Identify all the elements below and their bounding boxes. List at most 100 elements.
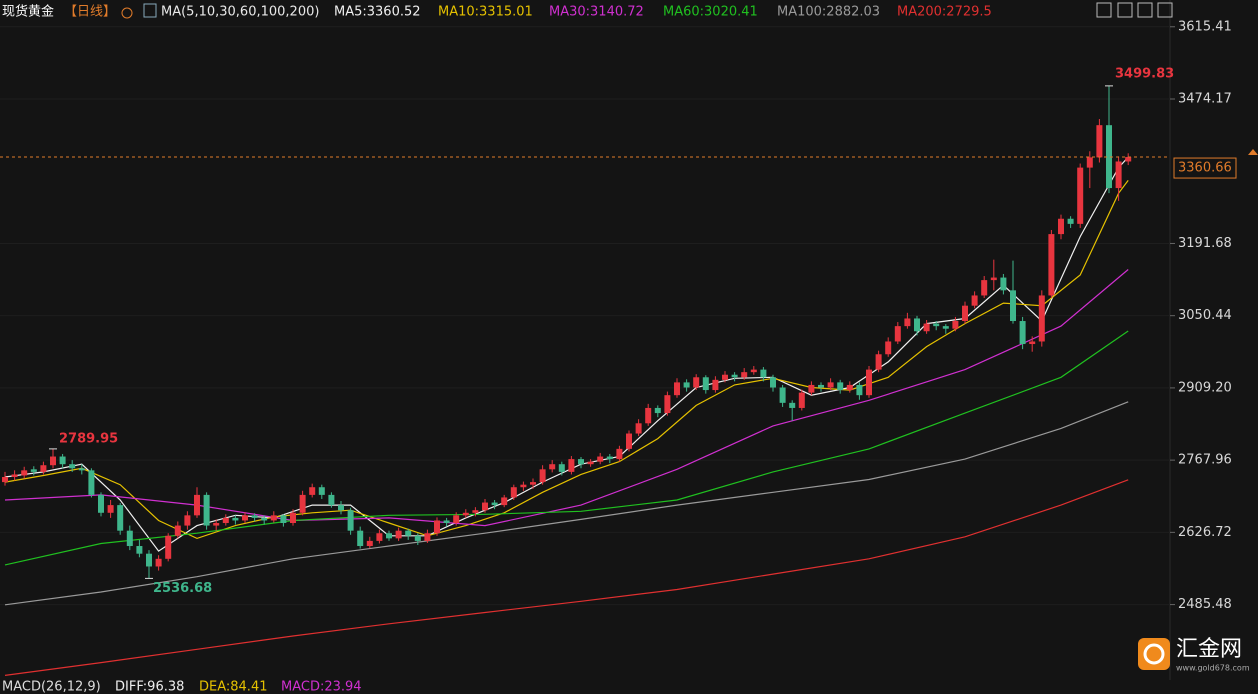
candle-body (750, 369, 757, 373)
settings-icon[interactable] (121, 7, 133, 19)
candle-body (299, 494, 306, 513)
candle-body (1048, 234, 1055, 296)
candle-body (50, 456, 56, 466)
candle-body (107, 505, 114, 513)
candle-body (885, 341, 892, 355)
candle-body (78, 468, 85, 471)
current-price-arrow (1248, 149, 1258, 156)
watermark-logo (1138, 638, 1170, 670)
candle-body (280, 515, 287, 524)
ma-layer (4, 156, 1129, 676)
candle-body (386, 533, 392, 539)
candle-body (904, 318, 911, 327)
legend-entry: MA100:2882.03 (777, 5, 880, 20)
y-tick-label: 3191.68 (1178, 236, 1232, 251)
candle-body (424, 533, 431, 541)
legend-entry: MA30:3140.72 (549, 5, 644, 20)
ma-icon[interactable] (143, 3, 157, 18)
candle-body (40, 465, 47, 472)
chart-title: 现货黄金 (2, 4, 54, 20)
candle-body (731, 374, 738, 378)
candle-body (798, 392, 805, 408)
candle-body (501, 497, 508, 506)
candle-body (59, 456, 66, 465)
candle-body (434, 520, 440, 534)
candle-body (971, 295, 978, 306)
candle-body (482, 502, 488, 511)
candle-body (539, 469, 546, 483)
candle-body (616, 448, 623, 460)
candle-body (933, 323, 940, 327)
candle-body (635, 423, 642, 434)
legend-entry: MA5:3360.52 (334, 5, 421, 20)
candle-body (251, 515, 258, 518)
legend-entry: MA60:3020.41 (663, 5, 758, 20)
candle-body (827, 382, 834, 388)
candle-body (1067, 218, 1074, 224)
candle-body (770, 377, 776, 388)
candle-body (702, 377, 709, 391)
grid-layer: 3615.41 3474.17 3191.68 3050.44 2909.20 2767.… (0, 19, 1232, 612)
y-tick-label: 3615.41 (1178, 19, 1232, 34)
candle-body (789, 402, 796, 408)
current-price-label: 3360.66 (1178, 161, 1232, 176)
candle-body (165, 535, 172, 559)
toolbar-button[interactable] (1137, 2, 1153, 18)
candle-body (213, 523, 220, 526)
candle-body (491, 502, 498, 506)
candle-body (626, 433, 632, 449)
candle-body (405, 530, 412, 536)
candle-body (174, 525, 181, 536)
candle-body (856, 384, 863, 396)
ma-line (4, 330, 1129, 566)
candle-body (347, 510, 354, 531)
macd-title: MACD(26,12,9) (2, 680, 101, 694)
toolbar (1096, 2, 1173, 18)
candle-body (30, 469, 37, 472)
candle-body (894, 326, 901, 342)
y-tick-label: 2626.72 (1178, 525, 1232, 540)
toolbar-button[interactable] (1117, 2, 1133, 18)
candle-body (1115, 161, 1122, 189)
high-label: 3499.83 (1115, 66, 1174, 81)
watermark-url: www.gold678.com (1176, 664, 1250, 673)
toolbar-button[interactable] (1157, 2, 1173, 18)
candle-body (290, 512, 296, 524)
candle-body (414, 535, 421, 541)
watermark-name: 汇金网 (1176, 637, 1242, 662)
candle-body (21, 470, 28, 476)
toolbar-button[interactable] (1096, 2, 1112, 18)
y-tick-label: 2767.96 (1178, 453, 1232, 468)
candle-body (232, 517, 239, 521)
candle-body (11, 474, 18, 477)
y-tick-label: 3474.17 (1178, 92, 1232, 107)
macd-diff: DIFF:96.38 (115, 680, 184, 694)
candle-body (203, 494, 210, 526)
candle-body (808, 384, 815, 393)
candle-body (194, 494, 200, 516)
candle-body (914, 318, 920, 332)
candle-body (1000, 277, 1007, 291)
ma-title: MA(5,10,30,60,100,200) (161, 5, 319, 20)
candle-body (98, 494, 104, 513)
macd-dea: DEA:84.41 (199, 680, 268, 694)
candle-layer (2, 85, 1132, 579)
candle-body (654, 407, 661, 414)
y-tick-label: 2485.48 (1178, 597, 1232, 612)
period: 【日线】 (64, 5, 116, 20)
legend-entry: MA200:2729.5 (897, 5, 992, 20)
overlay-layer: 3499.83 2789.95 2536.68 3360.66 (0, 66, 1258, 596)
candle-body (242, 515, 248, 521)
candle-body (779, 387, 786, 403)
candle-body (338, 505, 344, 511)
legend-entry: MA10:3315.01 (438, 5, 533, 20)
candle-body (328, 494, 335, 506)
candle-body (693, 377, 700, 388)
candle-body (962, 305, 968, 322)
candle-body (866, 369, 872, 396)
candle-body (261, 517, 268, 521)
candle-body (1058, 218, 1064, 235)
candle-body (712, 379, 719, 391)
watermark-logo-mark (1143, 643, 1165, 665)
